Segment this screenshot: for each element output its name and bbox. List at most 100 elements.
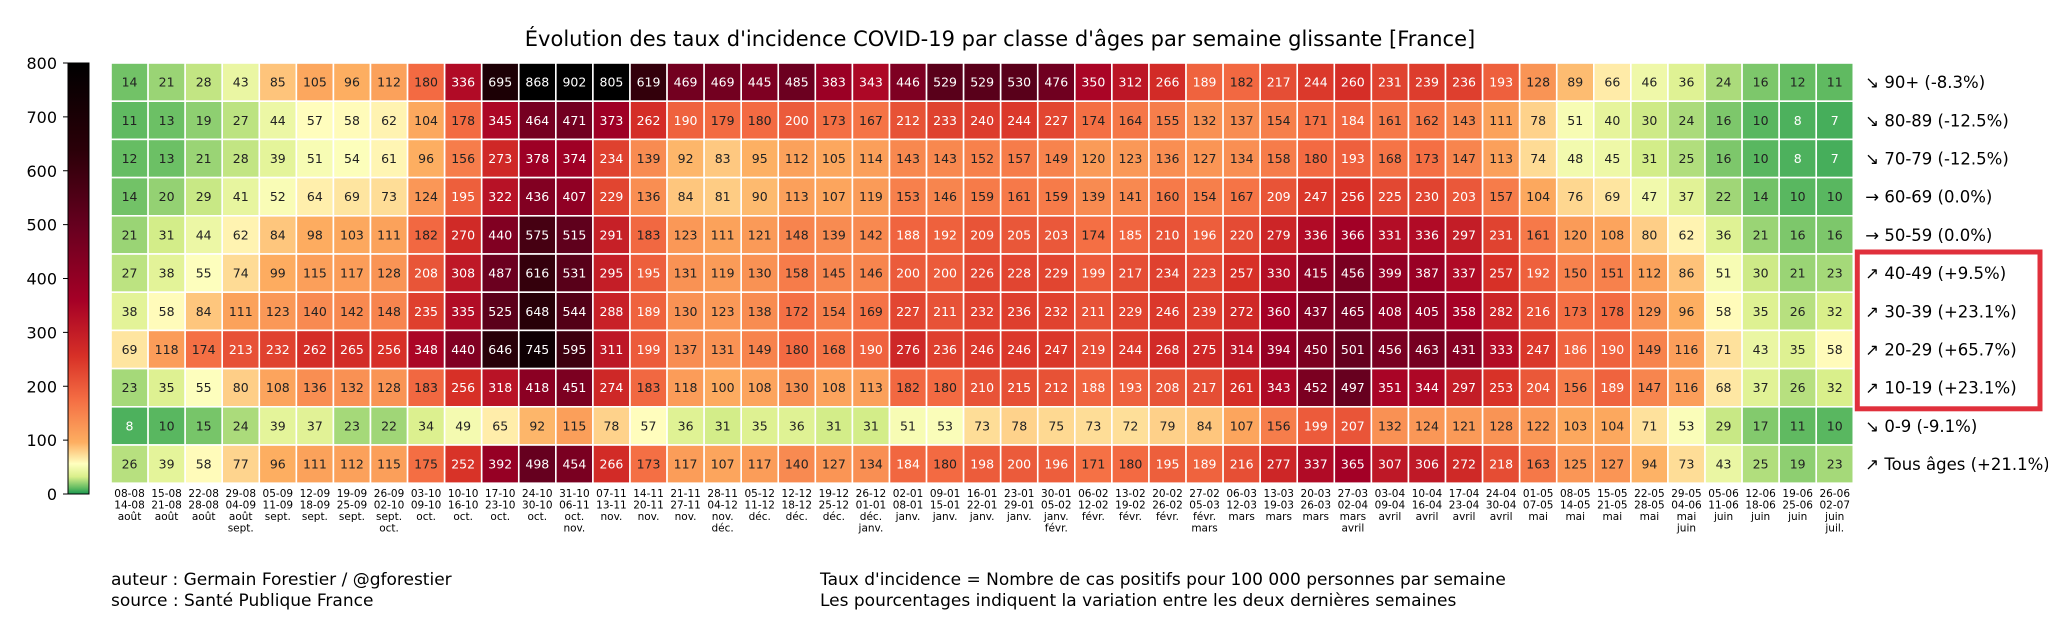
week-label-line: 05-02 <box>1041 500 1072 512</box>
cell-value-label: 108 <box>266 380 290 395</box>
cell-value-label: 140 <box>785 457 809 472</box>
cell-value-label: 288 <box>600 304 624 319</box>
heatmap-cell <box>1741 329 1780 370</box>
cell-value-label: 22 <box>1716 189 1732 204</box>
cell-value-label: 43 <box>1753 342 1769 357</box>
cell-value-label: 440 <box>488 227 512 242</box>
heatmap-cell <box>1444 253 1484 294</box>
heatmap-cell <box>443 215 483 255</box>
cell-value-label: 695 <box>488 75 512 90</box>
week-label-line: 10-04 <box>1412 488 1443 500</box>
cell-value-label: 169 <box>859 304 883 319</box>
heatmap-cell <box>258 367 298 408</box>
heatmap-cell <box>1815 62 1855 103</box>
heatmap-cell <box>629 444 668 485</box>
heatmap-cell <box>1036 367 1076 408</box>
heatmap-cell <box>925 444 965 485</box>
heatmap-cell <box>147 138 186 179</box>
heatmap-cell <box>1407 291 1447 332</box>
cell-value-label: 260 <box>1341 75 1365 90</box>
heatmap-cell <box>1111 100 1150 141</box>
cell-value-label: 132 <box>1193 113 1217 128</box>
cell-value-label: 210 <box>970 380 994 395</box>
cell-value-label: 52 <box>270 189 286 204</box>
week-label-line: juil. <box>1824 523 1844 535</box>
cell-value-label: 307 <box>1378 457 1402 472</box>
heatmap-cell <box>629 215 668 255</box>
heatmap-cell <box>851 444 891 485</box>
cell-value-label: 41 <box>233 189 249 204</box>
heatmap-cell <box>999 253 1039 294</box>
cell-value-label: 331 <box>1378 227 1402 242</box>
cell-value-label: 115 <box>562 418 586 433</box>
cell-value-label: 454 <box>562 457 586 472</box>
cell-value-label: 8 <box>1794 113 1802 128</box>
cell-value-label: 228 <box>1007 266 1031 281</box>
cell-value-label: 805 <box>600 75 624 90</box>
heatmap-cell <box>332 444 372 485</box>
heatmap-cell <box>888 444 928 485</box>
cell-value-label: 180 <box>1304 151 1328 166</box>
heatmap-cell <box>1370 329 1410 370</box>
heatmap-row: 23 35 55 80 108 136 132 128 183 256 318 418 451 274 18… <box>110 367 1855 408</box>
cell-value-label: 31 <box>826 418 842 433</box>
cell-value-label: 476 <box>1044 75 1068 90</box>
heatmap-cell <box>1481 138 1521 179</box>
week-label-line: avril <box>1490 511 1513 523</box>
heatmap-cell <box>814 367 854 408</box>
heatmap-cell <box>1778 291 1818 332</box>
cell-value-label: 172 <box>785 304 809 319</box>
week-label-line: 05-12 <box>744 488 775 500</box>
cell-value-label: 115 <box>377 457 401 472</box>
heatmap-cell <box>480 215 520 255</box>
cell-value-label: 64 <box>307 189 323 204</box>
colorbar-tick-label: 200 <box>26 377 57 396</box>
cell-value-label: 155 <box>1156 113 1180 128</box>
week-label-line: mars <box>1303 511 1329 523</box>
heatmap-cell <box>480 138 520 179</box>
cell-value-label: 24 <box>1716 75 1732 90</box>
heatmap-cell <box>443 176 483 217</box>
week-label-line: janv. <box>858 523 884 535</box>
heatmap-cell <box>1222 138 1261 179</box>
cell-value-label: 234 <box>1156 266 1180 281</box>
heatmap-row: 12 13 21 28 39 51 54 61 96 156 273 378 374 234 139 92 83… <box>110 138 1855 179</box>
heatmap-row: 38 58 84 111 123 140 142 148 235 335 525 648 544 288 1… <box>110 291 1855 332</box>
heatmap-cell <box>1296 444 1336 485</box>
heatmap-cell <box>1296 329 1336 370</box>
cell-value-label: 132 <box>1378 418 1402 433</box>
cell-value-label: 236 <box>1452 75 1476 90</box>
cell-value-label: 36 <box>1716 227 1732 242</box>
week-label-line: 05-06 <box>1708 488 1739 500</box>
week-label-line: sept. <box>228 523 254 535</box>
week-label-line: 10-10 <box>448 488 479 500</box>
cell-value-label: 112 <box>340 457 364 472</box>
cell-value-label: 208 <box>414 266 438 281</box>
cell-value-label: 119 <box>711 266 735 281</box>
week-label-line: janv. <box>1006 511 1032 523</box>
cell-value-label: 76 <box>1567 189 1583 204</box>
week-label-line: janv. <box>969 511 995 523</box>
colorbar-gradient <box>67 62 90 495</box>
cell-value-label: 10 <box>159 418 175 433</box>
week-label-line: 30-01 <box>1041 488 1072 500</box>
week-label-line: 11-06 <box>1708 500 1739 512</box>
cell-value-label: 84 <box>270 227 286 242</box>
cell-value-label: 108 <box>1600 227 1624 242</box>
heatmap-cell <box>110 329 149 370</box>
cell-value-label: 38 <box>159 266 175 281</box>
cell-value-label: 55 <box>196 380 212 395</box>
cell-value-label: 217 <box>1267 75 1291 90</box>
heatmap-cell <box>592 138 631 179</box>
week-label-line: déc. <box>712 523 734 535</box>
heatmap-cell <box>1407 62 1447 103</box>
heatmap-cell <box>592 367 631 408</box>
cell-value-label: 116 <box>1675 380 1699 395</box>
heatmap-cell <box>1593 215 1632 255</box>
